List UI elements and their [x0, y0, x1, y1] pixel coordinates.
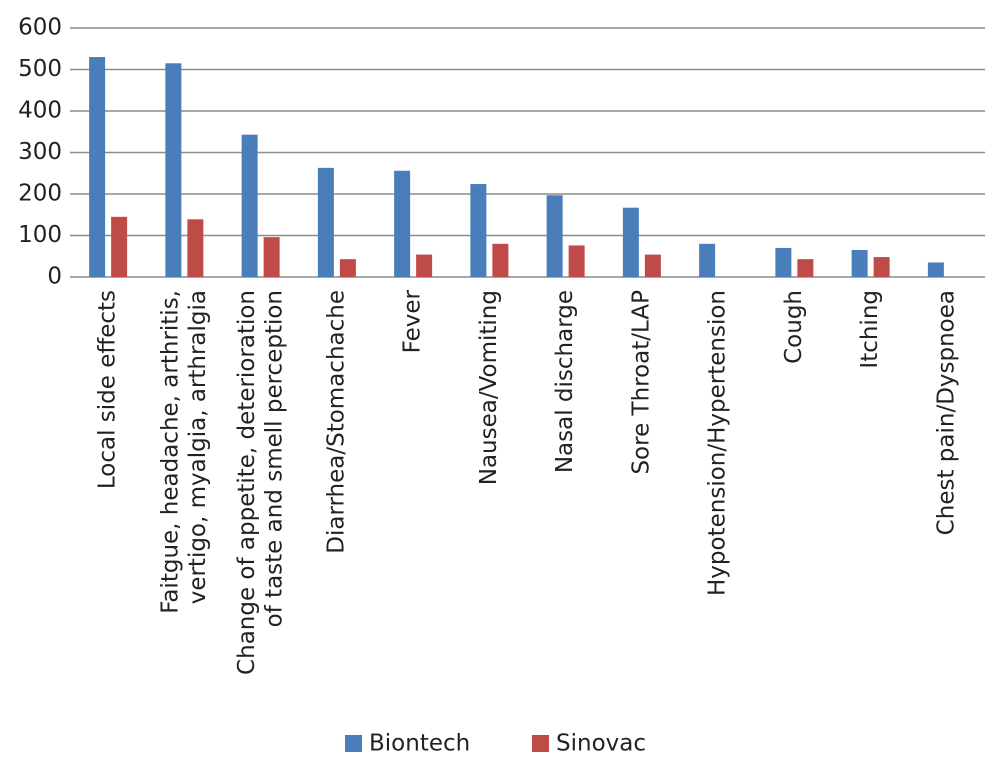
bar: [317, 167, 334, 277]
y-tick-label: 600: [18, 15, 62, 41]
bar: [89, 57, 106, 277]
y-tick-label: 300: [18, 139, 62, 165]
x-tick-label: Nasal discharge: [552, 290, 578, 473]
bar: [546, 195, 563, 277]
x-tick-label: Itching: [857, 290, 883, 369]
bar: [644, 254, 661, 277]
y-tick-label: 0: [47, 264, 62, 290]
bar: [470, 184, 487, 277]
legend-label: Biontech: [369, 731, 470, 757]
x-tick-label: Diarrhea/Stomachache: [323, 290, 349, 554]
bar: [699, 243, 716, 277]
bar: [394, 170, 411, 277]
y-tick-label: 400: [18, 98, 62, 124]
x-tick-label: Cough: [781, 290, 807, 364]
x-tick-label: Fever: [400, 289, 426, 353]
bar: [416, 254, 433, 277]
bar: [873, 257, 890, 277]
legend-swatch: [345, 735, 362, 752]
bar: [622, 207, 639, 277]
bar: [263, 237, 280, 277]
x-tick-label: Change of appetite, deteriorationof tast…: [233, 290, 287, 675]
x-tick-label: Faitgue, headache, arthritis,vertigo, my…: [157, 290, 211, 614]
bar: [797, 259, 814, 277]
x-tick-label: Local side effects: [95, 290, 121, 489]
x-tick-label: Hypotension/Hypertension: [705, 290, 731, 596]
bar: [339, 259, 356, 277]
y-tick-label: 500: [18, 56, 62, 82]
bar: [492, 243, 509, 277]
legend-swatch: [532, 735, 549, 752]
x-tick-label: Chest pain/Dyspnoea: [933, 290, 959, 535]
bar: [568, 245, 585, 277]
bar: [111, 216, 128, 277]
bar: [927, 262, 944, 277]
y-tick-label: 200: [18, 181, 62, 207]
legend-label: Sinovac: [556, 731, 646, 757]
bar: [165, 63, 182, 278]
bar: [241, 134, 258, 277]
bar: [851, 250, 868, 277]
bar: [775, 247, 792, 277]
bar: [187, 219, 204, 277]
x-tick-label: Nausea/Vomiting: [476, 290, 502, 485]
x-tick-label: Sore Throat/LAP: [628, 290, 654, 475]
y-tick-label: 100: [18, 222, 62, 248]
